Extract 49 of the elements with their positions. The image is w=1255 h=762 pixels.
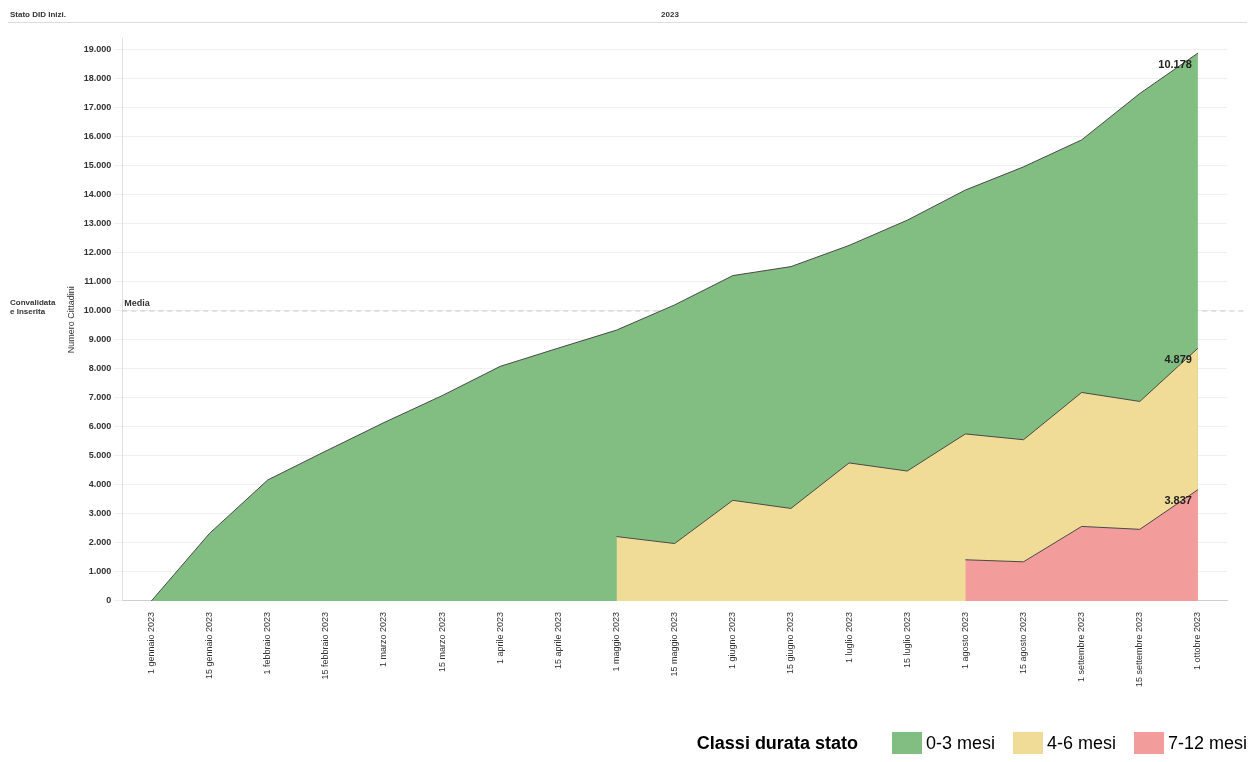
- x-tick-label: 15 aprile 2023: [552, 611, 563, 669]
- y-tick-label: 2.000: [88, 537, 112, 548]
- x-tick-label: 15 agosto 2023: [1017, 611, 1028, 675]
- y-tick-label: 13.000: [83, 218, 112, 229]
- y-tick-label: 9.000: [88, 334, 112, 345]
- data-label: 3.837: [1164, 494, 1192, 507]
- y-tick-label: 0: [106, 595, 112, 606]
- text: Stato DID Inizi.: [10, 10, 66, 19]
- y-tick-label: 5.000: [88, 450, 112, 461]
- text: Convalidata e Inserita: [10, 298, 56, 316]
- x-tick-label: 1 settembre 2023: [1076, 611, 1087, 682]
- x-tick-label: 1 marzo 2023: [378, 611, 389, 667]
- x-tick-label: 15 giugno 2023: [785, 611, 796, 675]
- x-tick-label: 15 gennaio 2023: [204, 611, 215, 680]
- y-tick-label: 16.000: [83, 131, 112, 142]
- x-tick-label: 1 gennaio 2023: [145, 611, 156, 675]
- y-tick-label: 19.000: [83, 44, 112, 55]
- legend-label: 4-6 mesi: [1046, 732, 1116, 754]
- x-tick-label: 15 settembre 2023: [1134, 611, 1145, 688]
- legend-title: Classi durata stato: [696, 732, 858, 754]
- y-tick-label: 12.000: [83, 247, 112, 258]
- y-tick-label: 3.000: [88, 508, 112, 519]
- x-tick-label: 1 ottobre 2023: [1192, 611, 1203, 671]
- x-tick-label: 15 luglio 2023: [901, 611, 912, 669]
- x-tick-label: 1 aprile 2023: [494, 611, 505, 664]
- y-tick-label: 18.000: [83, 73, 112, 84]
- y-axis-title: Numero Cittadini: [65, 286, 76, 354]
- y-tick-label: 1.000: [88, 566, 112, 577]
- x-tick-label: 1 agosto 2023: [959, 611, 970, 670]
- x-tick-label: 15 marzo 2023: [436, 611, 447, 672]
- text: 2023: [660, 10, 680, 19]
- x-tick-label: 1 luglio 2023: [843, 611, 854, 663]
- x-tick-label: 1 febbraio 2023: [262, 611, 273, 675]
- y-tick-label: 17.000: [83, 102, 112, 113]
- y-tick-label: 7.000: [88, 392, 112, 403]
- x-tick-label: 1 giugno 2023: [727, 611, 738, 670]
- y-tick-label: 6.000: [88, 421, 112, 432]
- x-tick-label: 1 maggio 2023: [611, 611, 622, 672]
- x-tick-label: 15 maggio 2023: [669, 611, 680, 677]
- x-tick-label: 15 febbraio 2023: [320, 611, 331, 680]
- y-tick-label: 8.000: [88, 363, 112, 374]
- y-tick-label: 15.000: [83, 160, 112, 171]
- y-tick-label: 10.000: [83, 305, 112, 316]
- legend-label: 0-3 mesi: [925, 732, 995, 754]
- y-tick-label: 11.000: [84, 276, 112, 287]
- legend-label: 7-12 mesi: [1167, 732, 1247, 754]
- y-tick-label: 4.000: [88, 479, 112, 490]
- ref-line-label: Media: [124, 297, 151, 308]
- y-tick-label: 14.000: [83, 189, 112, 200]
